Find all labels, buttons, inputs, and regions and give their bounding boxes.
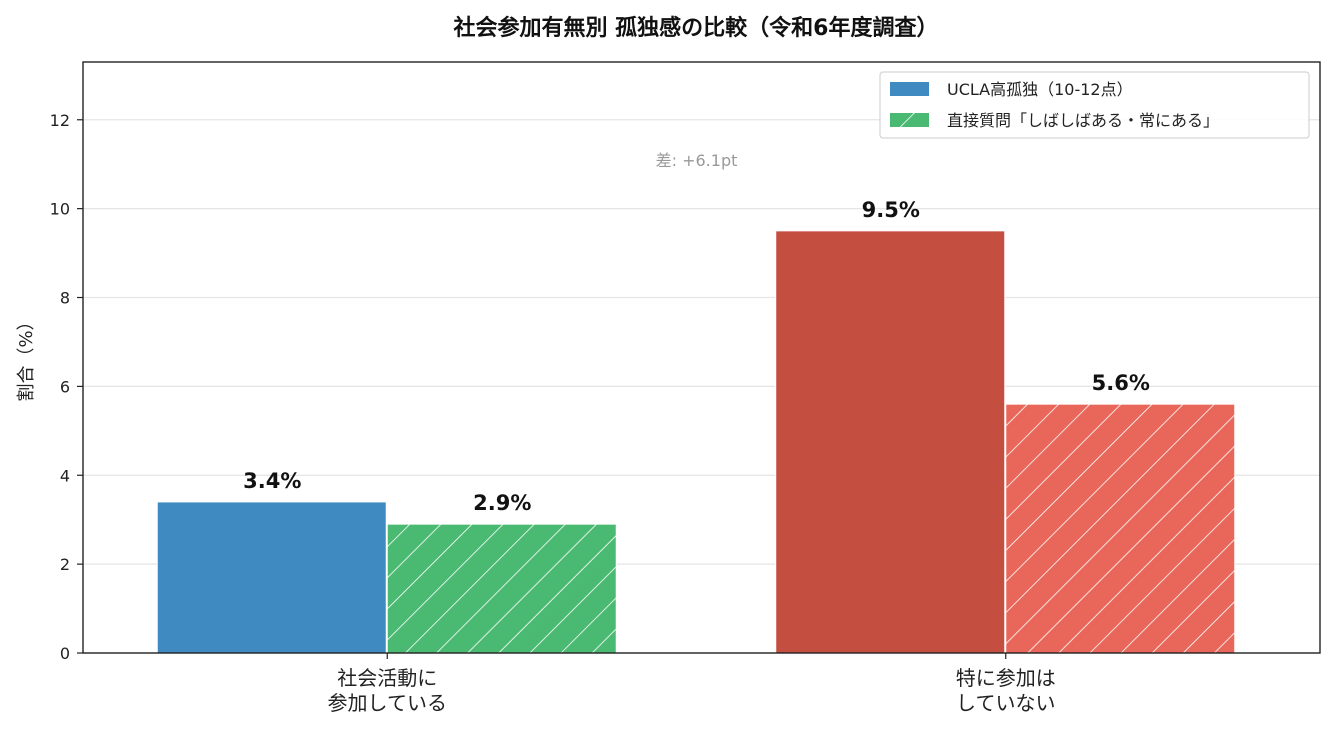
bar-value-labels: 3.4% 2.9% 9.5% 5.6% bbox=[243, 198, 1150, 515]
plot-frame bbox=[82, 61, 1321, 654]
legend: UCLA高孤独（10-12点） 直接質問「しばしばある・常にある」 bbox=[879, 71, 1310, 139]
annotations: 差: +6.1pt bbox=[656, 151, 738, 170]
bar-value-label-0-0: 3.4% bbox=[243, 469, 301, 493]
bar-0-0 bbox=[156, 501, 387, 654]
legend-swatch-direct-hatch bbox=[890, 113, 929, 127]
x-category-label-0: 社会活動に参加している bbox=[328, 666, 447, 715]
bars bbox=[156, 230, 1236, 654]
bar-hatch-0-1 bbox=[387, 524, 617, 653]
y-tick-label: 8 bbox=[60, 289, 70, 308]
legend-box bbox=[879, 71, 1310, 139]
legend-label-ucla: UCLA高孤独（10-12点） bbox=[947, 80, 1133, 99]
y-tick-label: 6 bbox=[60, 377, 70, 396]
difference-annotation: 差: +6.1pt bbox=[656, 151, 738, 170]
legend-swatch-ucla bbox=[890, 82, 929, 96]
y-axis-label: 割合（%） bbox=[16, 312, 37, 401]
bar-1-0 bbox=[775, 230, 1006, 654]
x-category-label-1: 特に参加はしていない bbox=[956, 666, 1056, 715]
y-tick-label: 2 bbox=[60, 555, 70, 574]
y-tick-label: 12 bbox=[50, 111, 70, 130]
bar-value-label-1-0: 9.5% bbox=[862, 198, 920, 222]
y-axis-ticks: 0 2 4 6 8 10 12 bbox=[50, 111, 83, 663]
x-axis-categories: 社会活動に参加している 特に参加はしていない bbox=[328, 653, 1056, 715]
y-tick-label: 0 bbox=[60, 644, 70, 663]
y-tick-label: 10 bbox=[50, 200, 70, 219]
y-tick-label: 4 bbox=[60, 466, 70, 485]
legend-label-direct: 直接質問「しばしばある・常にある」 bbox=[947, 111, 1219, 130]
chart-title: 社会参加有無別 孤独感の比較（令和6年度調査） bbox=[454, 15, 939, 41]
bar-value-label-1-1: 5.6% bbox=[1092, 371, 1150, 395]
bar-hatch-1-1 bbox=[1005, 404, 1235, 653]
bar-value-label-0-1: 2.9% bbox=[473, 491, 531, 515]
